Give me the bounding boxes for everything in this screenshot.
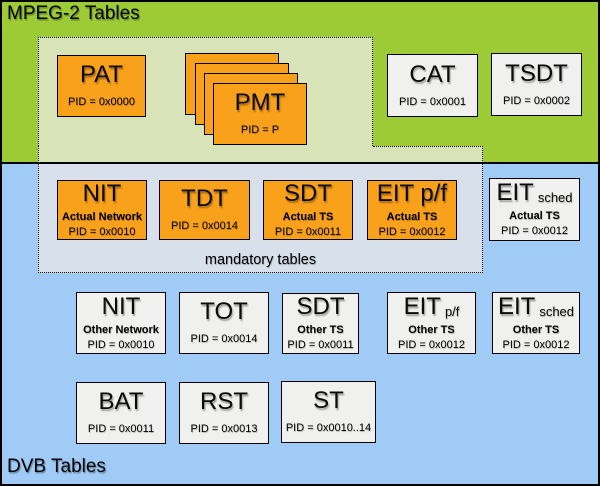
table-box-nit-other: NIT Other Network PID = 0x0010 xyxy=(76,292,166,354)
table-box-st: ST PID = 0x0010..14 xyxy=(281,381,376,443)
box-pid: PID = 0x0010..14 xyxy=(285,422,372,435)
box-pid: PID = 0x0013 xyxy=(190,423,258,436)
table-box-pat: PAT PID = 0x0000 xyxy=(57,55,146,117)
box-pid: PID = 0x0010 xyxy=(68,225,136,238)
dvb-tables-label: DVB Tables xyxy=(7,456,106,477)
table-box-eit-pf-actual: EIT p/f Actual TS PID = 0x0012 xyxy=(367,180,457,240)
box-pid: PID = 0x0001 xyxy=(399,95,466,108)
table-box-pmt: PMT PID = P xyxy=(213,83,307,145)
table-box-tot: TOT PID = 0x0014 xyxy=(179,292,269,354)
box-title-text: EIT xyxy=(403,292,441,320)
box-pid: PID = 0x0010 xyxy=(87,338,155,351)
box-pid: PID = P xyxy=(240,124,280,137)
box-pid: PID = 0x0012 xyxy=(378,225,446,238)
box-pid: PID = 0x0011 xyxy=(87,423,155,436)
box-pid: PID = 0x0011 xyxy=(274,225,342,238)
table-box-nit-actual: NIT Actual Network PID = 0x0010 xyxy=(57,180,147,240)
box-title: NIT xyxy=(82,179,122,207)
table-box-bat: BAT PID = 0x0011 xyxy=(76,382,166,444)
box-title-text: TDT xyxy=(181,185,228,213)
box-subtitle: Other Network xyxy=(83,323,159,336)
table-box-sdt-other: SDT Other TS PID = 0x0011 xyxy=(282,293,359,354)
table-box-tsdt: TSDT PID = 0x0002 xyxy=(491,53,582,116)
box-pid: PID = 0x0014 xyxy=(171,220,238,233)
box-title-suffix: sched xyxy=(539,303,575,319)
box-title: SDT xyxy=(284,179,332,207)
box-title-text: SDT xyxy=(284,179,332,207)
box-subtitle: Other TS xyxy=(408,323,455,336)
box-title-text: BAT xyxy=(98,388,144,416)
box-title: EIT sched xyxy=(496,181,572,205)
box-title-text: NIT xyxy=(101,292,141,320)
box-title-text: TSDT xyxy=(505,59,568,87)
table-box-eit-sched-other: EIT sched Other TS PID = 0x0012 xyxy=(492,292,580,354)
box-pid: PID = 0x0012 xyxy=(501,225,568,237)
mandatory-tables-region-step-border xyxy=(373,146,483,147)
box-title: PMT xyxy=(235,91,286,115)
box-subtitle: Other TS xyxy=(512,323,560,336)
box-title: TDT xyxy=(181,187,228,211)
box-pid: PID = 0x0000 xyxy=(68,96,135,109)
box-title-text: CAT xyxy=(409,60,456,88)
table-box-tdt: TDT PID = 0x0014 xyxy=(159,180,250,240)
box-title: RST xyxy=(200,390,248,414)
box-title: TOT xyxy=(200,300,248,324)
box-title-text: RST xyxy=(200,388,248,416)
box-title-text: PMT xyxy=(234,89,286,117)
mandatory-tables-label: mandatory tables xyxy=(204,252,317,268)
box-title-text: EIT p/f xyxy=(376,179,448,207)
box-title: TSDT xyxy=(505,59,568,87)
box-title: EIT p/f xyxy=(376,179,448,207)
box-title-text: EIT xyxy=(497,292,536,320)
box-title: NIT xyxy=(101,292,141,320)
box-title-text: SDT xyxy=(296,293,345,321)
box-subtitle: Actual TS xyxy=(282,210,334,223)
box-title: EIT sched xyxy=(497,292,575,320)
box-pid: PID = 0x0012 xyxy=(398,338,465,351)
box-pid: PID = 0x0012 xyxy=(502,338,570,351)
box-title-text: ST xyxy=(313,387,344,415)
box-title-text: TOT xyxy=(200,298,248,326)
box-subtitle: Actual TS xyxy=(386,210,438,223)
box-title: EIT p/f xyxy=(403,292,460,320)
box-title: PAT xyxy=(80,63,123,87)
box-title-text: NIT xyxy=(82,179,122,207)
table-box-cat: CAT PID = 0x0001 xyxy=(387,54,478,117)
box-title-suffix: sched xyxy=(537,190,573,206)
box-subtitle: Other TS xyxy=(297,324,344,337)
box-title-text: EIT xyxy=(496,179,534,207)
mpeg2-tables-label: MPEG-2 Tables xyxy=(7,3,140,24)
box-subtitle: Actual Network xyxy=(61,210,143,223)
box-pid: PID = 0x0011 xyxy=(287,339,354,351)
box-title: BAT xyxy=(99,390,144,414)
table-box-eit-sched-actual: EIT sched Actual TS PID = 0x0012 xyxy=(489,178,580,241)
box-pid: PID = 0x0002 xyxy=(503,94,570,107)
box-title-text: PAT xyxy=(79,61,124,89)
box-pid: PID = 0x0014 xyxy=(190,333,258,346)
table-box-eit-pf-other: EIT p/f Other TS PID = 0x0012 xyxy=(387,292,476,354)
box-title: ST xyxy=(313,389,344,413)
box-subtitle: Actual TS xyxy=(509,210,560,223)
box-title: CAT xyxy=(409,60,456,88)
table-box-sdt-actual: SDT Actual TS PID = 0x0011 xyxy=(263,180,353,240)
box-title: SDT xyxy=(297,295,345,319)
box-title-suffix: p/f xyxy=(444,303,460,319)
table-box-rst: RST PID = 0x0013 xyxy=(179,382,269,444)
